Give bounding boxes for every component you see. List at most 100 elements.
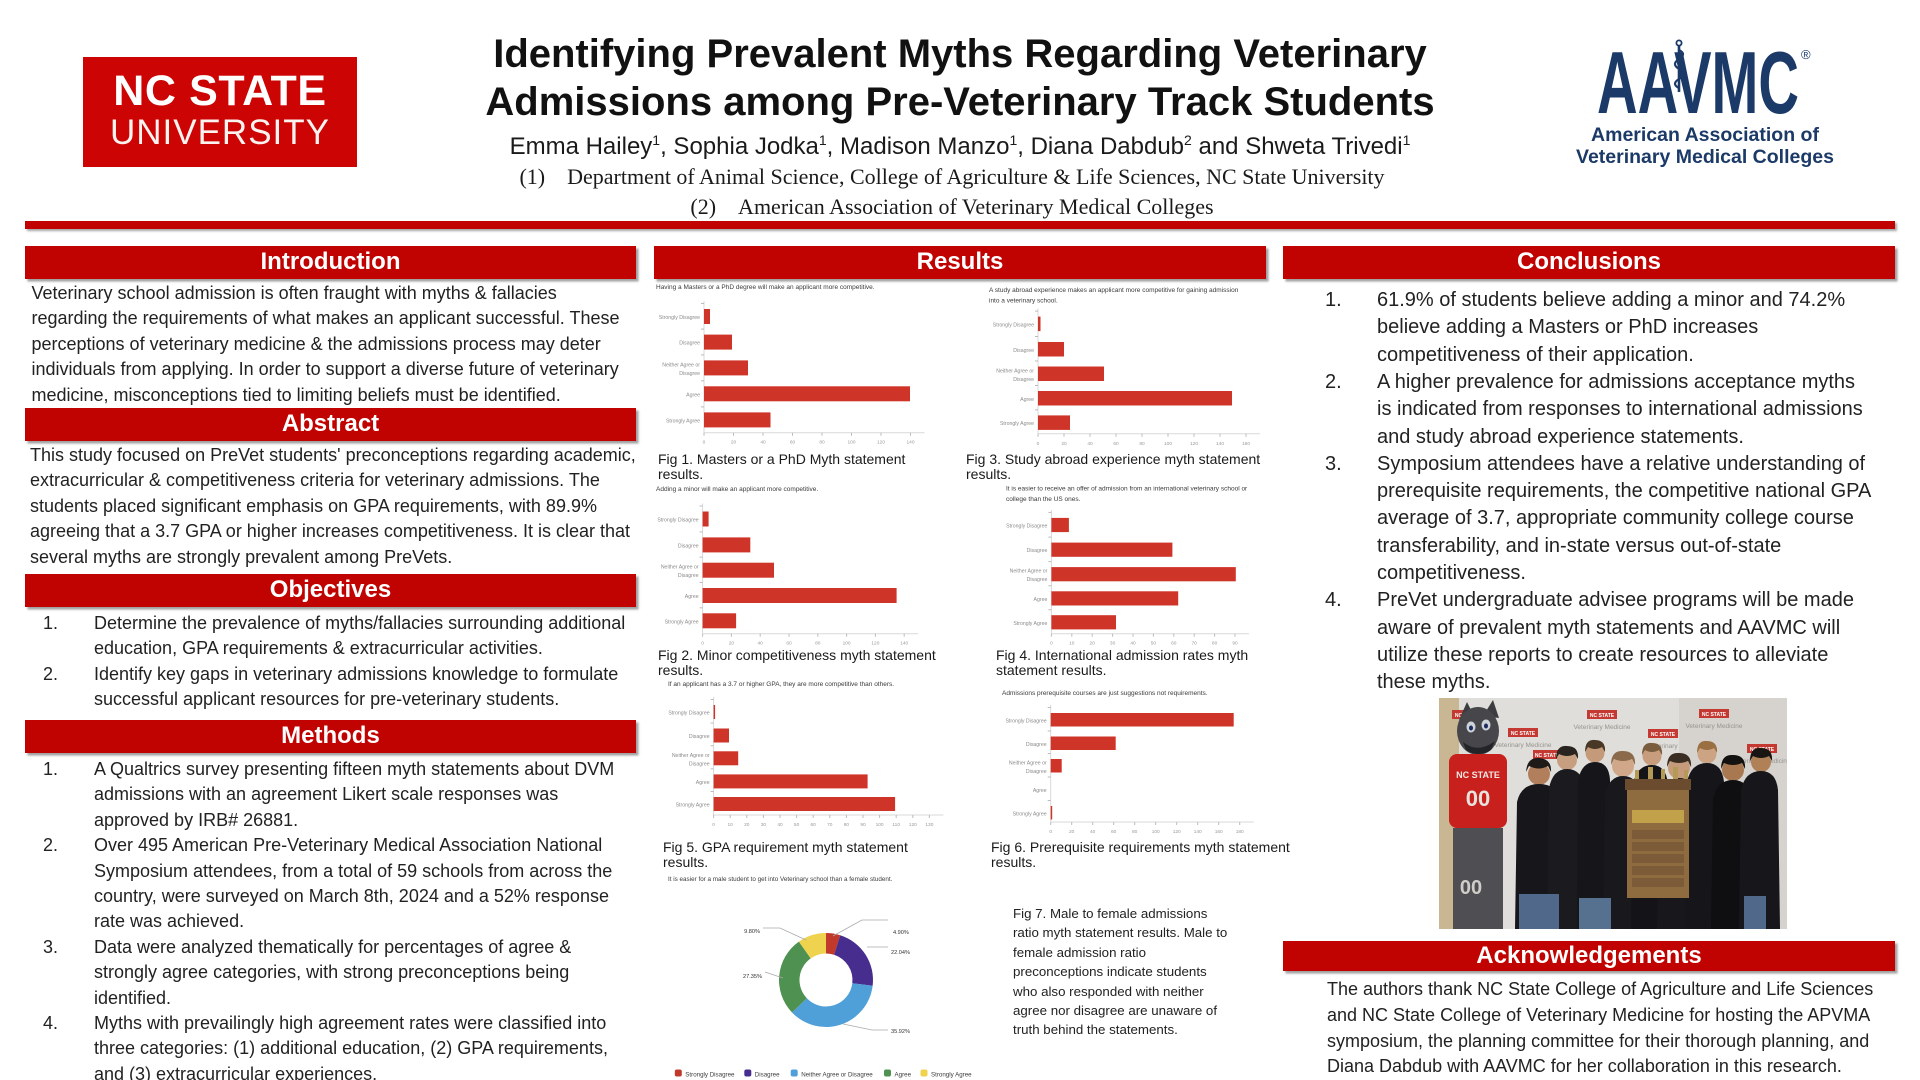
svg-text:120: 120 [1190,441,1198,447]
svg-text:60: 60 [790,440,796,446]
svg-text:NC STATE: NC STATE [1702,712,1727,718]
svg-text:Strongly Disagree: Strongly Disagree [993,322,1034,328]
svg-text:60: 60 [1111,829,1117,835]
svg-text:20: 20 [1090,641,1096,647]
svg-text:0: 0 [701,641,704,647]
svg-text:college than the US ones.: college than the US ones. [1006,496,1081,503]
svg-text:into a veterinary school.: into a veterinary school. [989,298,1058,305]
svg-text:0: 0 [1037,441,1040,447]
svg-text:110: 110 [892,822,900,828]
svg-text:80: 80 [1132,829,1138,835]
svg-text:NC STATE: NC STATE [1590,713,1615,719]
svg-text:60: 60 [786,641,792,647]
svg-text:20: 20 [744,822,750,828]
svg-text:NC STATE: NC STATE [1511,731,1536,737]
svg-text:20: 20 [1061,441,1067,447]
svg-text:Disagree: Disagree [689,734,710,740]
svg-text:Strongly Agree: Strongly Agree [1013,621,1047,627]
svg-text:120: 120 [1173,829,1181,835]
svg-text:It is easier to receive an off: It is easier to receive an offer of admi… [1006,486,1248,493]
svg-text:20: 20 [731,440,737,446]
svg-text:Agree: Agree [1034,597,1048,603]
svg-text:Strongly Disagree: Strongly Disagree [1006,524,1047,530]
svg-text:0: 0 [703,440,706,446]
svg-text:Disagree: Disagree [1013,348,1034,354]
svg-text:10: 10 [728,822,734,828]
svg-text:4.90%: 4.90% [893,930,909,936]
svg-text:27.35%: 27.35% [743,974,762,980]
svg-text:Neither Agree or: Neither Agree or [1009,760,1047,766]
svg-text:Agree: Agree [686,392,700,398]
svg-text:Veterinary Medicine: Veterinary Medicine [1685,723,1742,730]
svg-text:35.92%: 35.92% [891,1029,910,1035]
svg-text:Disagree: Disagree [679,341,700,347]
svg-text:Strongly Agree: Strongly Agree [676,803,710,809]
svg-text:Strongly Agree: Strongly Agree [1013,811,1047,817]
svg-text:20: 20 [1069,829,1075,835]
svg-text:22.04%: 22.04% [891,950,910,956]
svg-text:0: 0 [1049,829,1052,835]
svg-text:Disagree: Disagree [1027,577,1048,583]
svg-text:40: 40 [777,822,783,828]
svg-text:Strongly Disagree: Strongly Disagree [657,518,698,524]
svg-text:80: 80 [844,822,850,828]
svg-text:Agree: Agree [685,594,699,600]
svg-text:Agree: Agree [895,1072,912,1079]
svg-text:A study abroad experience make: A study abroad experience makes an appli… [989,287,1239,294]
svg-text:Strongly Agree: Strongly Agree [1000,421,1034,427]
svg-text:50: 50 [1151,641,1157,647]
svg-text:NC STATE: NC STATE [1456,770,1500,780]
svg-text:Disagree: Disagree [1013,377,1034,383]
svg-text:60: 60 [1113,441,1119,447]
svg-text:It is easier for a male studen: It is easier for a male student to get i… [668,876,893,883]
svg-text:90: 90 [860,822,866,828]
svg-text:140: 140 [900,641,908,647]
svg-text:70: 70 [1192,641,1198,647]
svg-text:100: 100 [876,822,884,828]
svg-text:30: 30 [761,822,767,828]
svg-text:Admissions prerequisite course: Admissions prerequisite courses are just… [1002,690,1208,697]
svg-text:Disagree: Disagree [689,761,710,767]
svg-text:Agree: Agree [1033,788,1047,794]
svg-text:Strongly Disagree: Strongly Disagree [1005,718,1046,724]
svg-text:Disagree: Disagree [755,1072,780,1079]
svg-text:AAVMC: AAVMC [1597,35,1799,132]
svg-text:160: 160 [1215,829,1223,835]
svg-text:Agree: Agree [1020,397,1034,403]
svg-text:120: 120 [909,822,917,828]
svg-text:Disagree: Disagree [678,573,699,579]
svg-text:Strongly Agree: Strongly Agree [931,1072,972,1079]
svg-text:If an applicant has a 3.7 or h: If an applicant has a 3.7 or higher GPA,… [668,681,894,688]
svg-text:80: 80 [815,641,821,647]
svg-text:0: 0 [712,822,715,828]
svg-text:Veterinary Medical Colleges: Veterinary Medical Colleges [1576,146,1834,168]
svg-text:40: 40 [760,440,766,446]
svg-text:140: 140 [1216,441,1224,447]
svg-text:120: 120 [877,440,885,446]
svg-text:100: 100 [1164,441,1172,447]
svg-text:Disagree: Disagree [1027,548,1048,554]
svg-text:160: 160 [1242,441,1250,447]
svg-text:Neither Agree or Disagree: Neither Agree or Disagree [801,1072,873,1079]
svg-text:40: 40 [758,641,764,647]
svg-text:120: 120 [871,641,879,647]
svg-text:60: 60 [1171,641,1177,647]
svg-text:40: 40 [1087,441,1093,447]
svg-text:Strongly Agree: Strongly Agree [665,619,699,625]
svg-text:10: 10 [1069,641,1075,647]
svg-text:00: 00 [1466,786,1490,811]
svg-text:Strongly Disagree: Strongly Disagree [668,711,709,717]
svg-text:0: 0 [1050,641,1053,647]
svg-text:Neither Agree or: Neither Agree or [1010,569,1048,575]
svg-text:40: 40 [1130,641,1136,647]
svg-text:Adding a minor will make an ap: Adding a minor will make an applicant mo… [656,486,818,493]
svg-text:130: 130 [925,822,933,828]
svg-text:100: 100 [843,641,851,647]
svg-text:American Association of: American Association of [1591,124,1819,146]
svg-text:80: 80 [819,440,825,446]
svg-text:NC STATE: NC STATE [1535,753,1560,759]
svg-text:Disagree: Disagree [1026,769,1047,775]
svg-text:Strongly Disagree: Strongly Disagree [685,1072,735,1079]
svg-text:Strongly Disagree: Strongly Disagree [659,315,700,321]
svg-text:Disagree: Disagree [679,371,700,377]
